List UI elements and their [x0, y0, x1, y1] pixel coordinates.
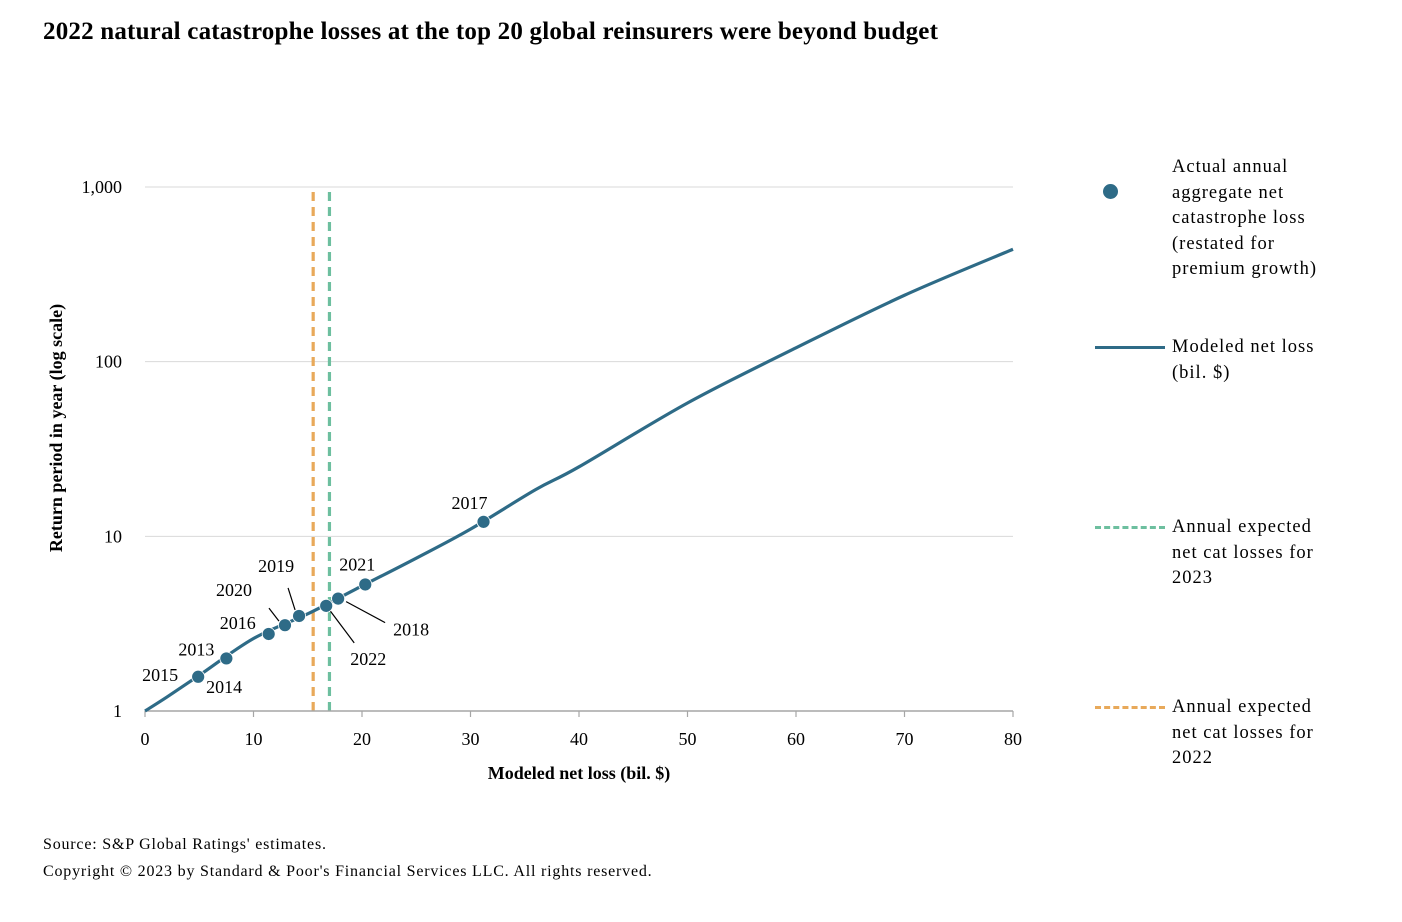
data-label-2022: 2022: [350, 649, 386, 669]
chart-title: 2022 natural catastrophe losses at the t…: [43, 18, 939, 45]
axes: 1 10 100 1,000 0 10 20 30 40 50 60 70 80: [82, 177, 1023, 749]
data-label-2014: 2014: [206, 677, 242, 697]
legend-label-actual-loss: Actual annual aggregate net catastrophe …: [1172, 157, 1317, 279]
x-tick-label: 80: [1004, 729, 1022, 749]
x-tick-label: 70: [896, 729, 914, 749]
x-tick-label: 10: [245, 729, 263, 749]
legend-dashed-green-line-icon: [1095, 526, 1165, 529]
leader-line-2022: [329, 610, 355, 644]
modeled-line-layer: [144, 247, 1014, 713]
data-point-2017: [476, 514, 491, 529]
expected-loss-lines: [311, 192, 332, 711]
copyright-note: Copyright © 2023 by Standard & Poor's Fi…: [43, 863, 653, 880]
data-label-2019: 2019: [258, 556, 294, 576]
y-tick-label: 1: [113, 701, 122, 721]
data-label-2020: 2020: [216, 580, 252, 600]
label-leaders: [268, 587, 386, 644]
data-point-2020: [278, 618, 292, 633]
data-label-2017: 2017: [452, 493, 488, 513]
modeled-net-loss-line: [144, 247, 1014, 713]
data-label-2021: 2021: [339, 554, 375, 574]
x-tick-label: 0: [141, 729, 150, 749]
y-axis-title: Return period in year (log scale): [46, 304, 67, 552]
x-tick-label: 40: [570, 729, 588, 749]
x-tick-label: 50: [679, 729, 697, 749]
y-tick-label: 1,000: [82, 177, 123, 197]
data-label-2015: 2015: [142, 665, 178, 685]
leader-line-2019: [287, 587, 296, 611]
legend-label-expected-2022: Annual expected net cat losses for 2022: [1172, 697, 1314, 768]
data-point-2018: [331, 591, 346, 606]
data-point-2019: [292, 609, 306, 623]
legend-dot-icon: [1103, 184, 1118, 199]
data-point-2021: [358, 577, 373, 592]
x-tick-label: 20: [353, 729, 371, 749]
data-point-2022: [319, 598, 334, 613]
y-tick-label: 10: [104, 526, 122, 546]
data-label-2018: 2018: [393, 620, 429, 640]
scatter-points: [191, 514, 491, 684]
gridlines: [145, 186, 1013, 537]
data-point-2013: [219, 651, 234, 666]
leader-line-2020: [268, 607, 280, 622]
x-tick-label: 30: [462, 729, 480, 749]
x-axis-title: Modeled net loss (bil. $): [488, 763, 671, 784]
data-label-2013: 2013: [178, 639, 214, 659]
y-tick-label: 100: [95, 352, 122, 372]
leader-line-2018: [345, 601, 386, 624]
legend-dashed-orange-line-icon: [1095, 706, 1165, 709]
legend-label-modeled-loss: Modeled net loss (bil. $): [1172, 337, 1315, 383]
data-label-2016: 2016: [220, 613, 256, 633]
legend-label-expected-2023: Annual expected net cat losses for 2023: [1172, 517, 1314, 588]
legend-solid-line-icon: [1095, 346, 1165, 349]
data-point-2016: [261, 627, 276, 641]
point-labels: 2015 2014 2013 2016 2020 2019 2022 2018 2021 2017: [142, 493, 487, 697]
data-point-2015: [191, 669, 206, 684]
source-note: Source: S&P Global Ratings' estimates.: [43, 836, 327, 853]
x-tick-label: 60: [787, 729, 805, 749]
